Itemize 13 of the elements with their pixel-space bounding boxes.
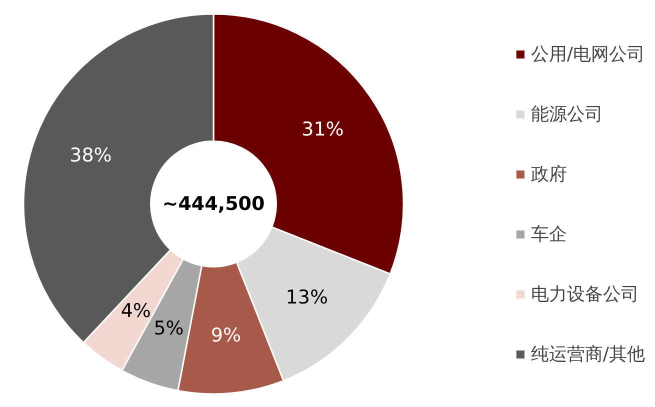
data-label: 5% <box>154 317 184 340</box>
data-label: 4% <box>120 300 151 322</box>
legend-label: 车企 <box>530 222 567 246</box>
legend-label: 电力设备公司 <box>530 282 639 306</box>
legend-label: 能源公司 <box>530 102 603 126</box>
data-label: 38% <box>70 144 112 166</box>
legend-label: 政府 <box>530 162 567 186</box>
legend-label: 公用/电网公司 <box>530 42 645 66</box>
legend-label: 纯运营商/其他 <box>530 342 645 366</box>
data-label: 9% <box>210 324 242 347</box>
text: ~444,500 <box>162 193 265 215</box>
data-label: 13% <box>286 286 328 308</box>
data-label: 31% <box>302 118 344 141</box>
